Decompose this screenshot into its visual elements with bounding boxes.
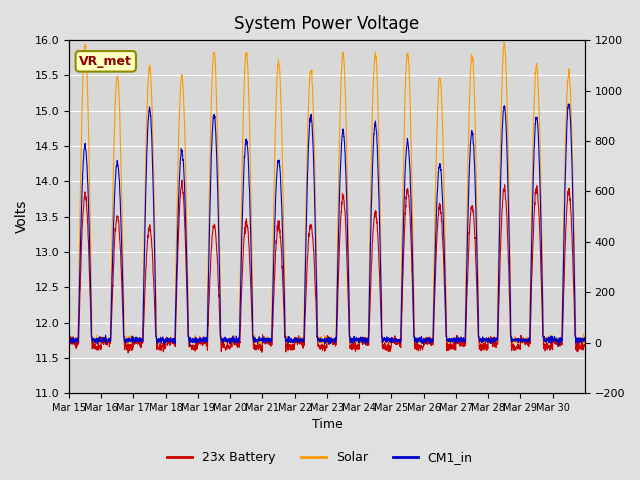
Legend: 23x Battery, Solar, CM1_in: 23x Battery, Solar, CM1_in [163,446,477,469]
X-axis label: Time: Time [312,419,342,432]
Text: VR_met: VR_met [79,55,132,68]
Y-axis label: Volts: Volts [15,200,29,233]
Title: System Power Voltage: System Power Voltage [234,15,420,33]
